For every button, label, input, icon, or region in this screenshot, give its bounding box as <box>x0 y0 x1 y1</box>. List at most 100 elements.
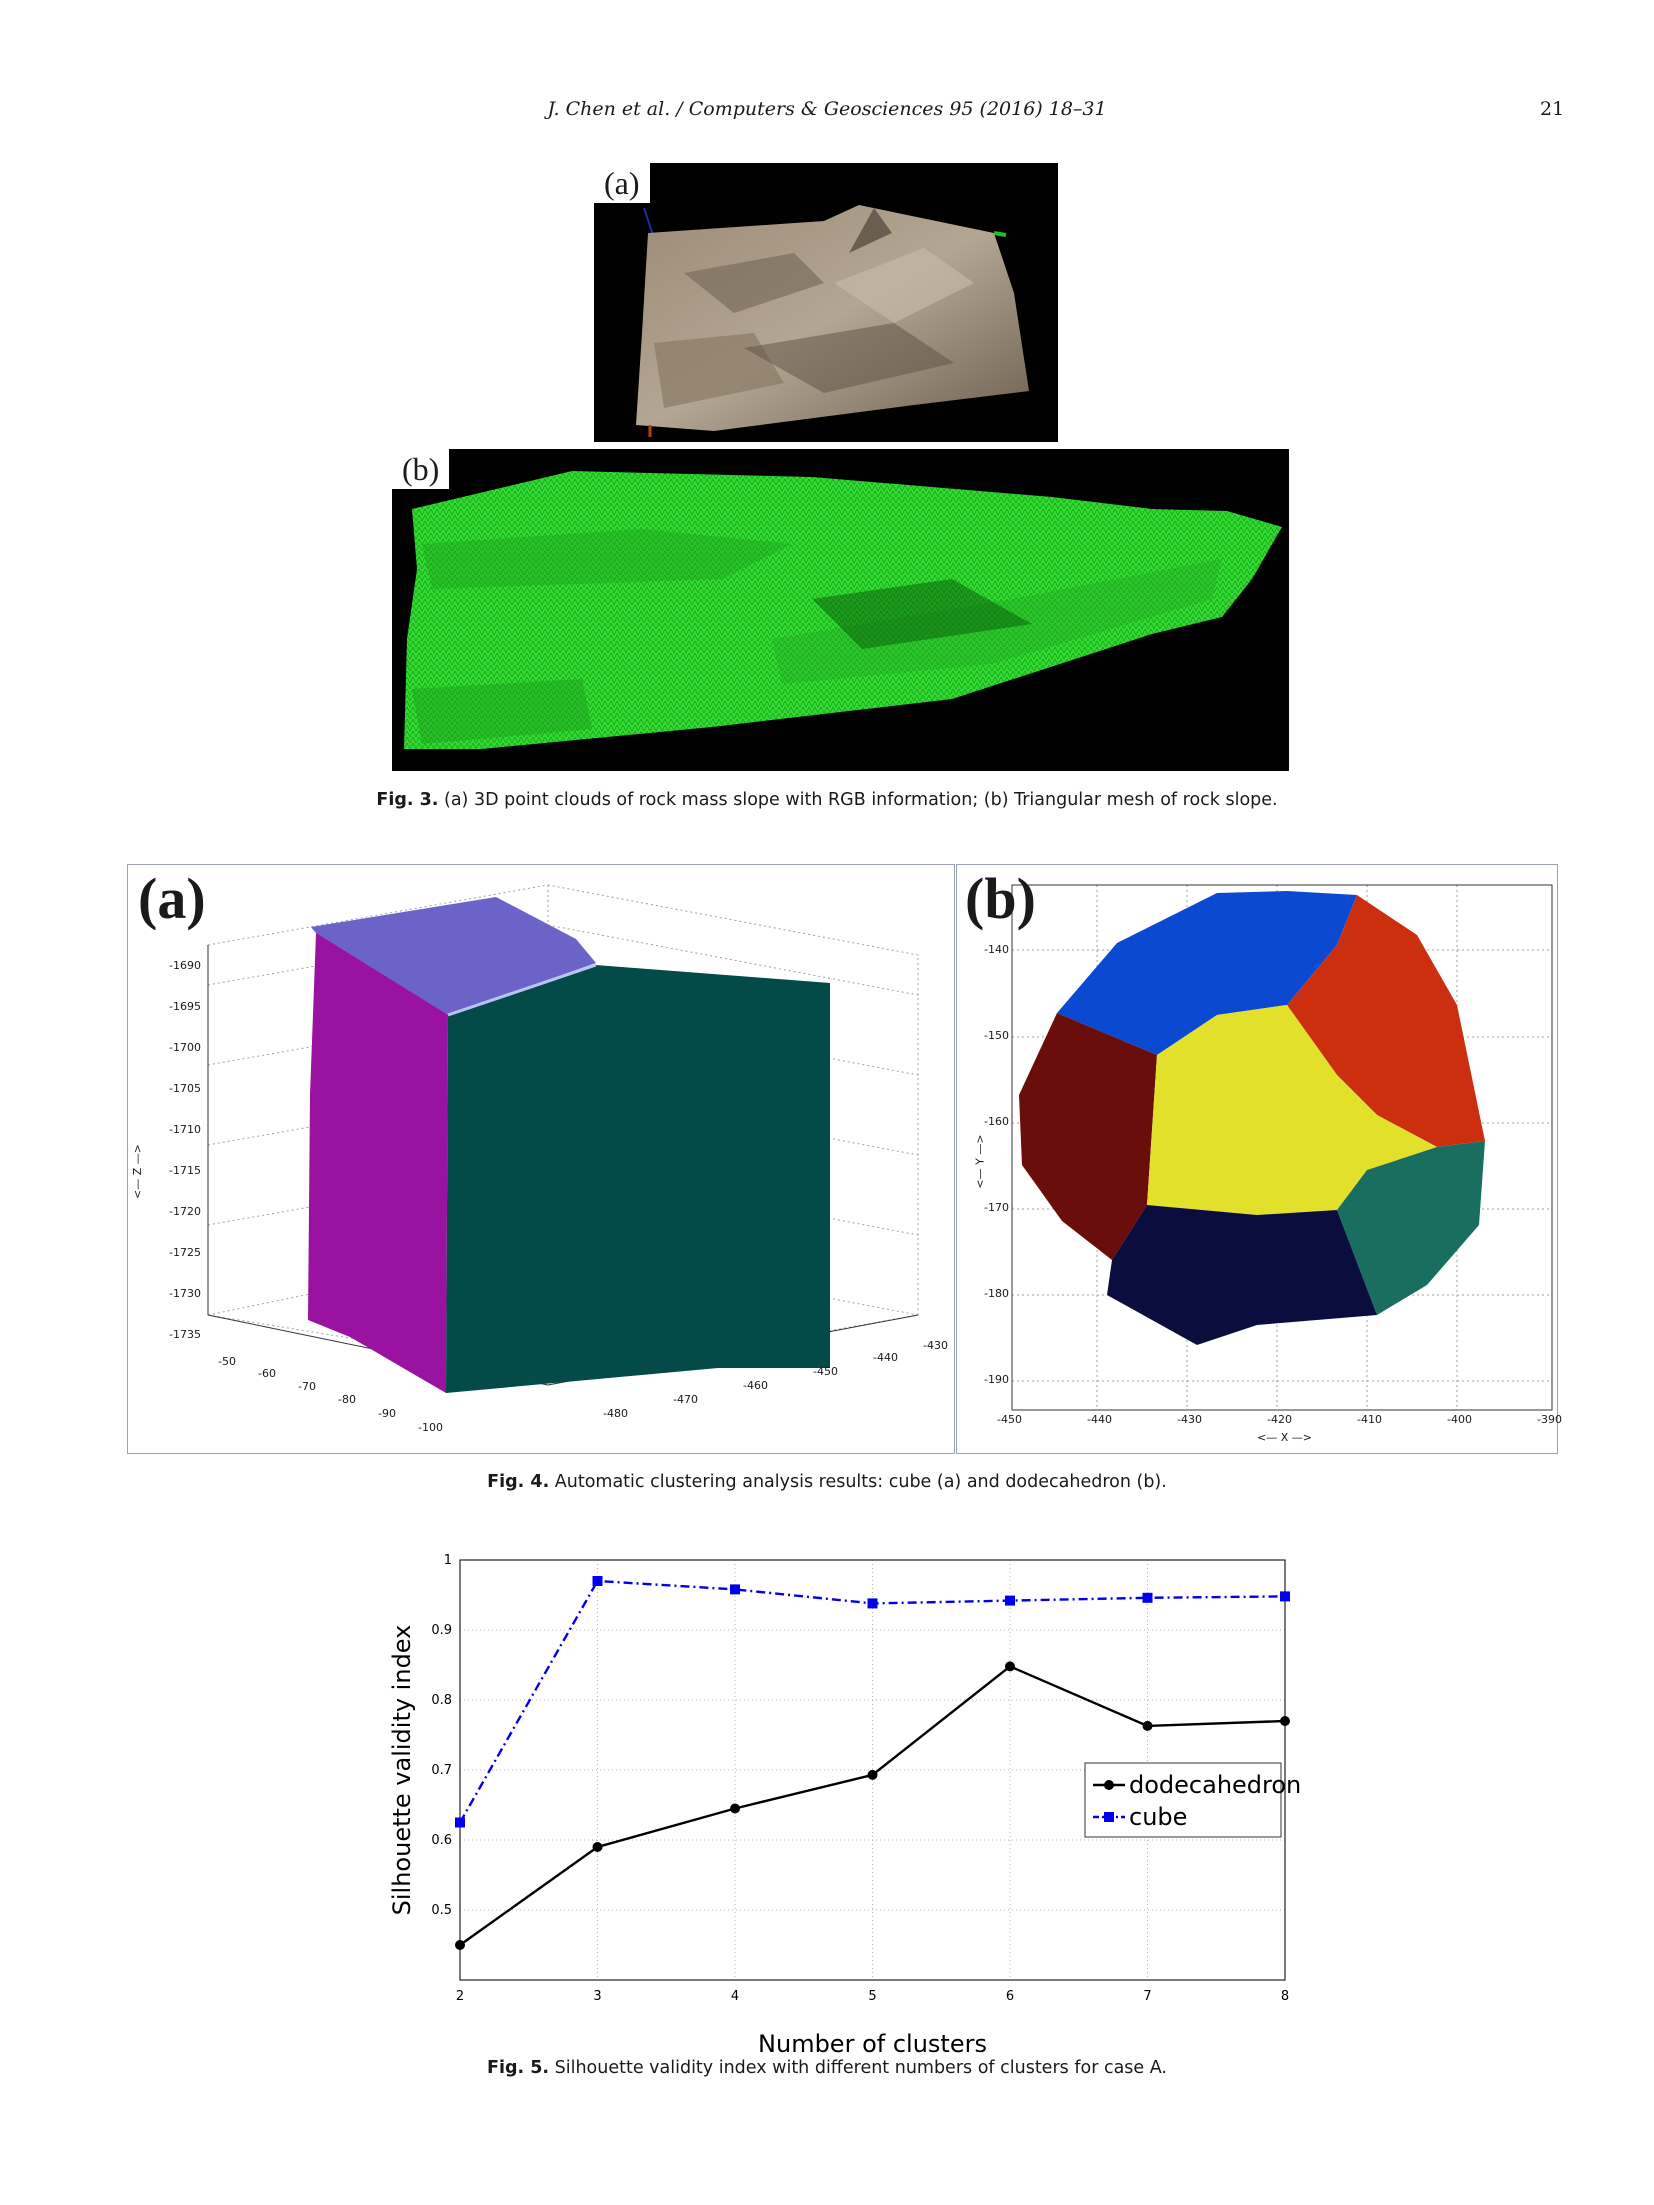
triangular-mesh <box>404 471 1282 749</box>
cube-front-face <box>446 965 830 1393</box>
dodecahedron-plot <box>1011 884 1553 1411</box>
fig3-caption: Fig. 3. (a) 3D point clouds of rock mass… <box>0 790 1654 810</box>
data-point-cube <box>455 1817 465 1828</box>
face-blue <box>1057 891 1357 1055</box>
z-tick: -1715 <box>169 1164 201 1177</box>
y-tick: -180 <box>984 1287 1009 1300</box>
data-point-cube <box>1280 1591 1290 1602</box>
y-tick: -140 <box>984 943 1009 956</box>
data-point-dodecahedron <box>592 1842 603 1852</box>
y-tick: -170 <box>984 1201 1009 1214</box>
face-darkred <box>1019 1013 1157 1260</box>
dodecahedron-y-ticks: -140 -150 -160 -170 -180 -190 <box>977 943 1009 1459</box>
legend-marker <box>1104 1812 1114 1822</box>
data-point-cube <box>867 1598 878 1609</box>
legend-label: cube <box>1129 1803 1187 1831</box>
fig4-label-a: (a) <box>138 866 206 931</box>
x-tick-label: 8 <box>1281 1989 1289 2004</box>
cube-z-label: <— Z —> <box>130 1144 144 1199</box>
rock-photo <box>636 205 1029 437</box>
fig3-caption-text: (a) 3D point clouds of rock mass slope w… <box>438 790 1278 810</box>
data-point-dodecahedron <box>730 1803 740 1814</box>
x-tick: -70 <box>298 1380 316 1393</box>
data-point-cube <box>730 1584 740 1595</box>
y-tick: -470 <box>673 1393 698 1406</box>
x-tick-label: 4 <box>731 1989 739 2004</box>
fig3-label-b: (b) <box>392 449 450 489</box>
z-tick: -1700 <box>169 1041 201 1054</box>
data-point-dodecahedron <box>455 1940 465 1950</box>
y-tick-label: 0.9 <box>431 1623 452 1638</box>
x-tick: -90 <box>378 1407 396 1420</box>
x-tick: -450 <box>997 1413 1022 1426</box>
plot-frame <box>459 1559 1286 1981</box>
x-tick: -50 <box>218 1355 236 1368</box>
x-tick: -390 <box>1537 1413 1562 1426</box>
y-tick: -440 <box>873 1351 898 1364</box>
x-tick: -410 <box>1357 1413 1382 1426</box>
data-point-dodecahedron <box>867 1769 878 1780</box>
y-tick: -160 <box>984 1115 1009 1128</box>
fig4-caption: Fig. 4. Automatic clustering analysis re… <box>0 1472 1654 1492</box>
fig4-label-b: (b) <box>965 866 1036 931</box>
data-point-dodecahedron <box>1280 1716 1290 1726</box>
running-head: J. Chen et al. / Computers & Geosciences… <box>547 98 1107 120</box>
y-tick-label: 0.8 <box>431 1693 452 1708</box>
cube-plot <box>207 884 919 1393</box>
y-tick-label: 0.6 <box>431 1833 452 1848</box>
data-point-cube <box>592 1576 603 1586</box>
x-tick: -100 <box>418 1421 443 1434</box>
face-teal <box>1337 1141 1485 1315</box>
y-axis-label: Silhouette validity index <box>388 1625 416 1916</box>
z-tick: -1725 <box>169 1246 201 1259</box>
y-tick: -460 <box>743 1379 768 1392</box>
x-tick: -400 <box>1447 1413 1472 1426</box>
x-tick-label: 3 <box>593 1989 601 2004</box>
x-tick: -430 <box>1177 1413 1202 1426</box>
z-tick: -1690 <box>169 959 201 972</box>
data-point-dodecahedron <box>1142 1720 1153 1731</box>
fig3-label-a: (a) <box>594 163 650 203</box>
x-tick-label: 7 <box>1143 1989 1151 2004</box>
z-tick: -1710 <box>169 1123 201 1136</box>
z-tick: -1695 <box>169 1000 201 1013</box>
fig3-caption-label: Fig. 3. <box>376 790 439 810</box>
fig4-panel-a: (a) -1690 -1695 -1700 -1705 -1710 -1715 … <box>127 864 955 1454</box>
fig4-panel-b: (b) -140 -150 -160 -170 -180 -190 <— Y —… <box>956 864 1562 1454</box>
x-tick-label: 5 <box>868 1989 876 2004</box>
dodecahedron-x-label: <— X —> <box>1257 1431 1312 1444</box>
x-axis-label: Number of clusters <box>758 2030 987 2058</box>
dodecahedron-y-label: <— Y —> <box>973 1134 987 1189</box>
face-navy <box>1107 1205 1377 1345</box>
x-tick: -60 <box>258 1367 276 1380</box>
z-tick: -1730 <box>169 1287 201 1300</box>
legend-box <box>1084 1762 1282 1838</box>
fig4-caption-text: Automatic clustering analysis results: c… <box>549 1472 1167 1492</box>
x-tick-label: 6 <box>1006 1989 1014 2004</box>
y-tick-label: 0.7 <box>431 1763 452 1778</box>
y-tick-label: 0.5 <box>431 1903 452 1918</box>
z-tick: -1720 <box>169 1205 201 1218</box>
x-tick: -80 <box>338 1393 356 1406</box>
legend-label: dodecahedron <box>1129 1771 1301 1799</box>
x-tick: -440 <box>1087 1413 1112 1426</box>
fig3-panel-a: (a) <box>594 163 1058 442</box>
silhouette-chart: 0.5 0.6 0.7 0.8 0.9 1 2 3 4 5 6 7 8 Silhouette vali… <box>388 1553 1301 2058</box>
y-tick-label: 1 <box>444 1553 452 1568</box>
chart-legend: dodecahedron cube <box>1084 1762 1301 1838</box>
data-point-cube <box>1142 1592 1153 1603</box>
page-number: 21 <box>1540 98 1565 120</box>
face-yellow <box>1147 1005 1437 1215</box>
x-tick: -420 <box>1267 1413 1292 1426</box>
x-tick-label: 2 <box>456 1989 464 2004</box>
fig3-panel-b: (b) <box>392 449 1289 771</box>
y-tick: -190 <box>984 1373 1009 1386</box>
cube-z-ticks: -1690 -1695 -1700 -1705 -1710 -1715 -172… <box>156 945 201 1355</box>
z-tick: -1735 <box>169 1328 201 1341</box>
y-tick: -150 <box>984 1029 1009 1042</box>
fig5-caption: Fig. 5. Silhouette validity index with d… <box>0 2058 1654 2078</box>
y-tick: -480 <box>603 1407 628 1420</box>
data-point-cube <box>1005 1595 1015 1606</box>
face-red <box>1287 895 1485 1147</box>
fig5-caption-label: Fig. 5. <box>487 2058 550 2078</box>
